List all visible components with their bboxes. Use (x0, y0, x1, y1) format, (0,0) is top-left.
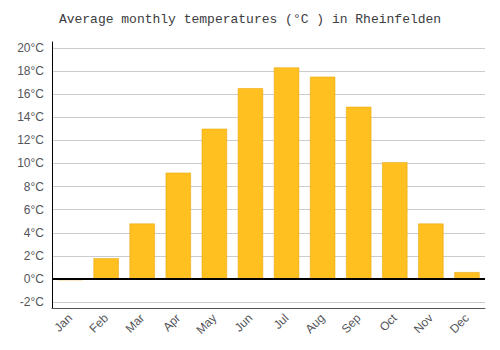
svg-text:Sep: Sep (339, 311, 364, 336)
svg-text:2°C: 2°C (24, 249, 44, 263)
svg-text:Jan: Jan (51, 311, 75, 335)
svg-text:Dec: Dec (447, 311, 472, 336)
svg-text:Average monthly temperatures (: Average monthly temperatures (°C ) in Rh… (59, 12, 441, 27)
svg-text:10°C: 10°C (17, 156, 44, 170)
svg-text:Mar: Mar (123, 311, 148, 335)
svg-text:8°C: 8°C (24, 180, 44, 194)
svg-text:-2°C: -2°C (20, 295, 44, 309)
svg-text:Aug: Aug (303, 311, 328, 336)
svg-text:Nov: Nov (411, 311, 436, 336)
svg-text:6°C: 6°C (24, 203, 44, 217)
svg-text:Apr: Apr (160, 311, 183, 334)
svg-text:Oct: Oct (377, 311, 401, 335)
svg-text:Feb: Feb (87, 311, 112, 336)
svg-text:Jul: Jul (271, 311, 292, 332)
svg-text:0°C: 0°C (24, 272, 44, 286)
svg-text:Jun: Jun (232, 311, 256, 335)
svg-text:12°C: 12°C (17, 133, 44, 147)
svg-text:16°C: 16°C (17, 87, 44, 101)
svg-text:14°C: 14°C (17, 110, 44, 124)
svg-text:May: May (193, 311, 219, 337)
svg-text:18°C: 18°C (17, 64, 44, 78)
svg-text:20°C: 20°C (17, 41, 44, 55)
svg-text:4°C: 4°C (24, 226, 44, 240)
